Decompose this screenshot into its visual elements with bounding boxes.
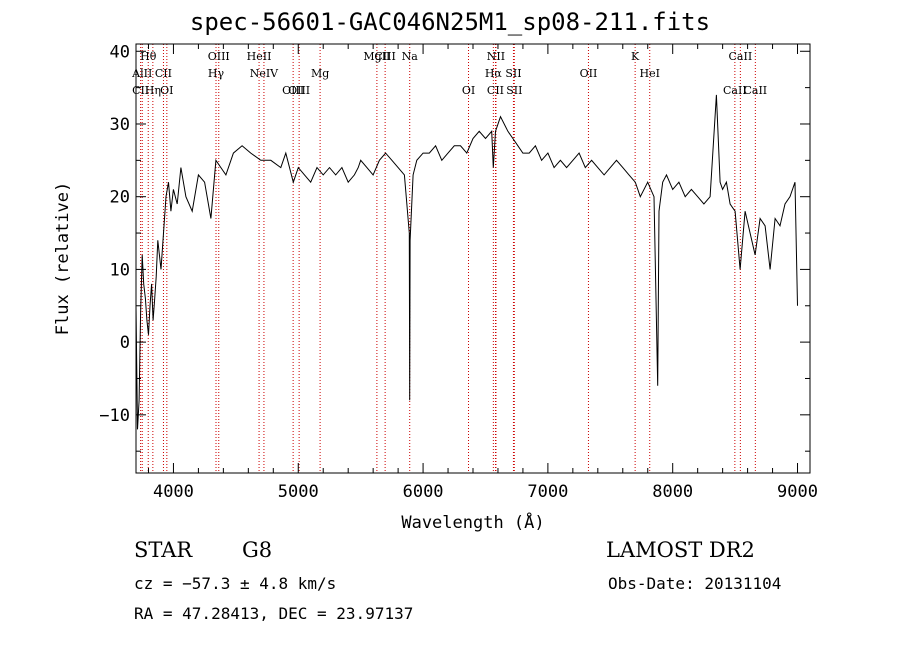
spectral-line-label: OIII xyxy=(288,84,310,97)
ra-dec-coordinates: RA = 47.28413, DEC = 23.97137 xyxy=(134,604,414,623)
y-tick-label: 0 xyxy=(120,333,130,353)
spectral-line-label: OIII xyxy=(208,50,230,63)
observation-date: Obs-Date: 20131104 xyxy=(608,574,782,593)
object-subclass: G8 xyxy=(242,538,273,562)
spectral-line-label: OIII xyxy=(282,84,304,97)
y-tick-label: −10 xyxy=(99,406,130,426)
y-axis-ticks: −10 0 10 20 30 40 xyxy=(99,42,810,452)
spectral-line-label: HeII xyxy=(247,50,272,63)
spectral-line-label: OII xyxy=(580,67,598,80)
spectral-line-label: CII xyxy=(487,84,504,97)
spectral-line-label: NeIV xyxy=(250,67,279,80)
plot-frame xyxy=(135,43,811,474)
spectral-line-label: CaII xyxy=(743,84,767,97)
y-axis-label: Flux (relative) xyxy=(53,182,73,336)
x-tick-label: 5000 xyxy=(278,482,319,502)
object-class: STAR xyxy=(134,538,193,562)
spectral-line-label: OI xyxy=(160,84,173,97)
survey-name: LAMOST DR2 xyxy=(606,538,755,562)
y-tick-label: 20 xyxy=(110,188,130,208)
spectral-line-label: SII xyxy=(505,67,521,80)
x-axis-ticks: 4000 5000 6000 7000 8000 9000 xyxy=(147,44,818,502)
redshift-velocity: cz = −57.3 ± 4.8 km/s xyxy=(134,574,337,593)
x-tick-label: 7000 xyxy=(527,482,568,502)
spectral-line-label: CaII xyxy=(723,84,747,97)
spectral-line-label: Hγ xyxy=(208,67,225,80)
spectral-line-label: Hα xyxy=(485,67,503,80)
x-tick-label: 9000 xyxy=(777,482,818,502)
x-axis-label: Wavelength (Å) xyxy=(401,511,544,533)
spectral-line-label: CII xyxy=(155,67,172,80)
spectral-line-label: AlII xyxy=(131,67,152,80)
spectral-line-label: CIII xyxy=(374,50,395,63)
y-tick-label: 10 xyxy=(110,260,130,280)
spectral-line-label: CaII xyxy=(729,50,753,63)
spectral-line-label: HeI xyxy=(640,67,660,80)
x-tick-label: 8000 xyxy=(652,482,693,502)
spectral-line-label: OI xyxy=(462,84,475,97)
x-tick-label: 4000 xyxy=(153,482,194,502)
spectral-line-label: Mg xyxy=(311,67,329,80)
spectral-line-label: SII xyxy=(506,84,522,97)
spectral-line-label: Hθ xyxy=(140,50,157,63)
x-tick-label: 6000 xyxy=(403,482,444,502)
y-tick-label: 30 xyxy=(110,115,130,135)
spectral-line-label: Na xyxy=(402,50,419,63)
spectral-line-label: Hη xyxy=(145,84,161,97)
spectral-line-markers xyxy=(140,44,756,473)
chart-title: spec-56601-GAC046N25M1_sp08-211.fits xyxy=(189,8,711,36)
y-tick-label: 40 xyxy=(110,42,130,62)
spectral-line-label: NII xyxy=(487,50,505,63)
spectral-line-label: MgII xyxy=(363,50,390,63)
spectral-line-label: K xyxy=(631,50,640,63)
spectrum-line xyxy=(135,94,798,430)
